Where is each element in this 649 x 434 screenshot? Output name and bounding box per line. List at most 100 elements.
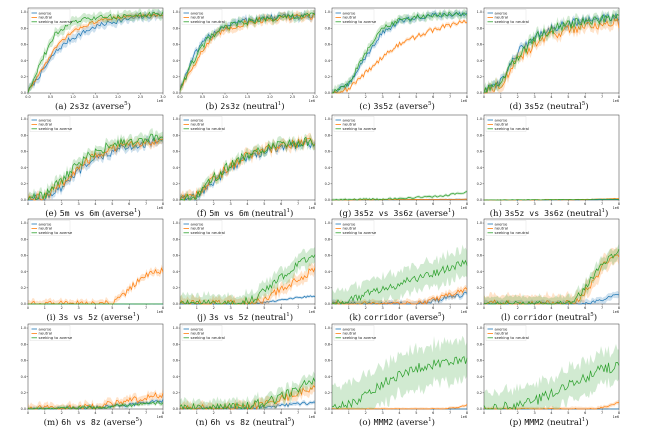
series-band-seeking-to-averse [28, 399, 163, 409]
panel-caption: (b) 2s3z (neutral1) [170, 101, 320, 112]
series-band-seeking-to-averse [332, 335, 467, 409]
series-band-averse [332, 9, 467, 94]
x-tick-label: 4 [246, 411, 248, 415]
legend-label: averse [191, 221, 204, 226]
x-tick-label: 2 [61, 202, 63, 206]
y-tick-label: 0.8 [21, 26, 26, 30]
caption-letter: (h) [489, 209, 505, 219]
x-tick-label: 1 [348, 411, 350, 415]
x-tick-label: 1 [196, 306, 198, 310]
y-tick-label: 0.6 [173, 254, 178, 258]
caption-setting: (averse [89, 102, 125, 112]
caption-close: ) [604, 209, 609, 219]
legend-label: seeking to averse [39, 335, 73, 340]
legend-label: seeking to averse [343, 19, 377, 24]
x-tick-label: 3.0 [160, 95, 165, 99]
caption-map: 2s3z [69, 101, 90, 111]
panel-caption: (g) 3s5z vs 3s6z (averse1) [322, 208, 472, 219]
caption-sup: 1 [286, 208, 290, 215]
series-line-seeking-to-neutral [179, 377, 316, 411]
x-tick-label: 4 [550, 202, 552, 206]
x-axis-unit: 1e6 [157, 310, 163, 314]
x-tick-label: 4 [398, 202, 400, 206]
x-axis-unit: 1e6 [461, 206, 467, 210]
y-tick-label: 1.0 [173, 221, 178, 225]
legend-label: seeking to averse [343, 126, 377, 131]
chart-panel-i: 0.0 0.2 0.4 0.6 0.8 1.0 0 1 2 3 4 5 6 7 8 1e6 averse neut… [18, 217, 168, 325]
x-tick-label: 4 [398, 411, 400, 415]
chart-panel-c: 0.0 0.2 0.4 0.6 0.8 1.0 0 1 2 3 4 5 6 7 8 1e6 averse neut… [322, 6, 472, 114]
legend-box [29, 116, 71, 132]
legend-label: neutral [39, 122, 53, 127]
caption-sup: 5 [287, 417, 292, 424]
caption-sup: 5 [135, 417, 139, 424]
chart-panel-g: 0.0 0.2 0.4 0.6 0.8 1.0 0 1 2 3 4 5 6 7 8 1e6 averse neut… [322, 113, 472, 221]
y-tick-label: 0.2 [173, 391, 178, 395]
x-tick-label: 1 [348, 95, 350, 99]
x-tick-label: 1.0 [222, 95, 227, 99]
y-tick-label: 0.6 [325, 254, 330, 258]
y-tick-label: 0.8 [21, 342, 26, 346]
caption-sup: 5 [581, 101, 586, 108]
caption-close: ) [441, 313, 445, 323]
y-tick-label: 1.0 [21, 221, 26, 225]
x-tick-label: 2 [517, 202, 519, 206]
y-tick-label: 0.6 [173, 43, 178, 47]
y-tick-label: 0.4 [21, 166, 26, 170]
x-tick-label: 4 [94, 411, 96, 415]
y-tick-label: 0.6 [477, 150, 482, 154]
legend-label: seeking to neutral [495, 230, 530, 235]
x-tick-label: 3 [78, 306, 80, 310]
x-tick-label: 1 [44, 411, 46, 415]
chart-panel-e: 0.0 0.2 0.4 0.6 0.8 1.0 0 1 2 3 4 5 6 7 8 1e6 averse neut… [18, 113, 168, 221]
caption-close: ) [127, 102, 131, 112]
y-tick-label: 0.0 [173, 198, 178, 202]
series-line-neutral [179, 13, 316, 91]
caption-setting: (neutral [249, 418, 288, 428]
chart-panel-n: 0.0 0.2 0.4 0.6 0.8 1.0 0 1 2 3 4 5 6 7 8 1e6 averse neut… [170, 322, 320, 430]
y-tick-label: 0.8 [21, 133, 26, 137]
y-tick-label: 0.0 [21, 407, 26, 411]
series-band-seeking-to-averse [332, 244, 467, 304]
panel-caption: (h) 3s5z vs 3s6z (neutral1) [474, 208, 624, 219]
caption-map: 5m vs 6m [59, 208, 100, 218]
caption-sup: 5 [124, 101, 128, 108]
chart-panel-j: 0.0 0.2 0.4 0.6 0.8 1.0 0 1 2 3 4 5 6 7 8 1e6 averse neut… [170, 217, 320, 325]
series-band-averse [28, 397, 163, 409]
series-line-seeking-to-averse [27, 11, 164, 93]
caption-sup: 1 [132, 312, 137, 319]
x-tick-label: 1 [44, 202, 46, 206]
x-tick-label: 3 [534, 306, 536, 310]
y-tick-label: 0.2 [325, 75, 330, 79]
legend-label: seeking to averse [39, 126, 73, 131]
x-tick-label: 2 [213, 411, 215, 415]
caption-close: ) [136, 313, 140, 323]
y-tick-label: 0.4 [21, 375, 26, 379]
chart-panel-d: 0.0 0.2 0.4 0.6 0.8 1.0 0 1 2 3 4 5 6 7 8 1e6 averse neut… [474, 6, 624, 114]
caption-setting: (averse [393, 102, 428, 112]
legend-box [181, 220, 223, 236]
x-tick-label: 6 [432, 306, 434, 310]
series-line-seeking-to-averse [331, 259, 468, 305]
x-tick-label: 7 [601, 95, 603, 99]
caption-sup: 5 [438, 312, 442, 319]
caption-map: 2s3z [220, 101, 241, 111]
caption-setting: (neutral [544, 102, 582, 112]
y-tick-label: 1.0 [173, 117, 178, 121]
caption-setting: (averse [100, 418, 136, 428]
panel-caption: (l) corridor (neutral5) [474, 312, 624, 323]
x-tick-label: 1 [196, 411, 198, 415]
x-tick-label: 5 [111, 306, 113, 310]
x-tick-label: 3 [534, 411, 536, 415]
legend-label: neutral [495, 15, 509, 20]
x-tick-label: 5 [415, 411, 417, 415]
series-line-neutral [484, 17, 620, 94]
